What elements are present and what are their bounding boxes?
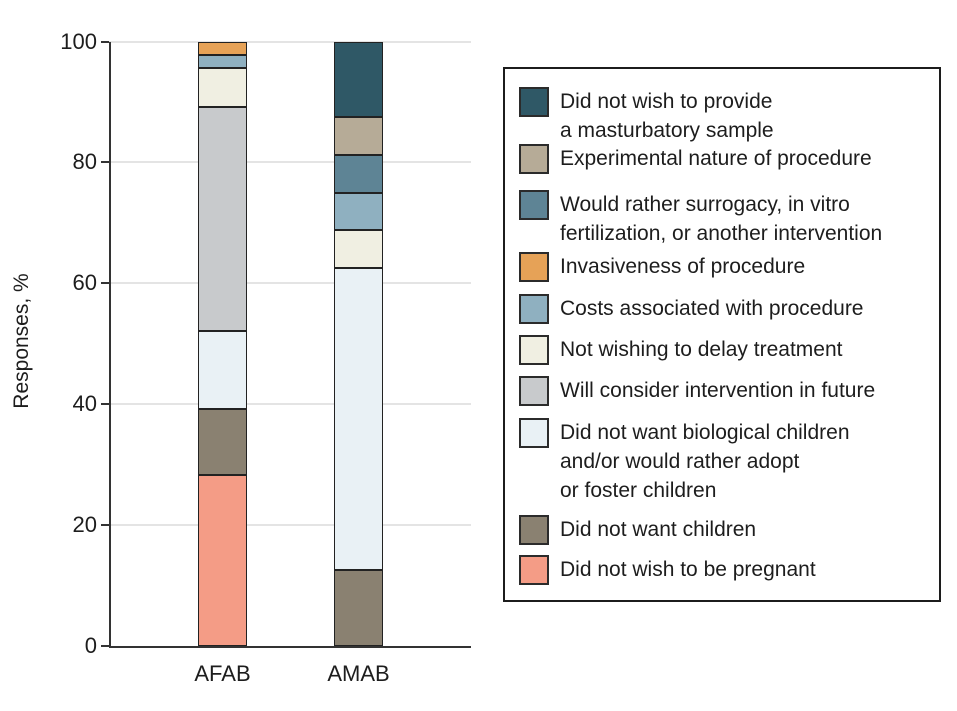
legend-label: Did not wish to provide a masturbatory sa… bbox=[560, 87, 774, 145]
bar-segment bbox=[198, 68, 247, 108]
legend-item: Will consider intervention in future bbox=[505, 376, 939, 406]
legend-color-swatch-icon bbox=[519, 335, 549, 365]
legend-color-swatch-icon bbox=[519, 376, 549, 406]
legend-label: Did not want biological children and/or w… bbox=[560, 418, 850, 505]
legend-item: Did not want children bbox=[505, 515, 939, 545]
y-tick-60 bbox=[101, 282, 109, 285]
legend-label-line: Not wishing to delay treatment bbox=[560, 338, 843, 361]
bar-segment bbox=[198, 409, 247, 476]
y-tick-label-40: 40 bbox=[72, 391, 97, 417]
y-tick-0 bbox=[101, 645, 109, 647]
legend-label-line: Invasiveness of procedure bbox=[560, 255, 806, 278]
bar-segment bbox=[334, 41, 383, 118]
legend-label-line: Costs associated with procedure bbox=[560, 297, 864, 320]
y-tick-100 bbox=[101, 40, 109, 43]
legend-label: Costs associated with procedure bbox=[560, 294, 864, 323]
gridline-100 bbox=[109, 40, 471, 43]
legend-label-line: and/or would rather adopt bbox=[560, 450, 800, 473]
legend-color-swatch-icon bbox=[519, 87, 549, 117]
legend-color-swatch-icon bbox=[519, 144, 549, 174]
y-tick-40 bbox=[101, 403, 109, 406]
y-tick-label-100: 100 bbox=[60, 28, 97, 54]
legend-color-swatch-icon bbox=[519, 515, 549, 545]
bar-segment bbox=[334, 192, 383, 231]
bar-segment bbox=[334, 570, 383, 646]
legend-item: Did not wish to be pregnant bbox=[505, 555, 939, 585]
bar-segment bbox=[198, 41, 247, 55]
bar-segment bbox=[198, 54, 247, 69]
y-axis-line bbox=[109, 41, 111, 648]
legend-label-line: Did not wish to provide bbox=[560, 90, 773, 113]
bar-segment bbox=[334, 154, 383, 193]
bar-segment bbox=[198, 330, 247, 410]
legend-item: Did not want biological children and/or w… bbox=[505, 418, 939, 505]
x-axis-line bbox=[109, 646, 471, 648]
gridline-20 bbox=[109, 524, 471, 527]
bar-segment bbox=[198, 475, 247, 646]
legend-color-swatch-icon bbox=[519, 418, 549, 448]
legend-label: Invasiveness of procedure bbox=[560, 252, 805, 281]
gridline-40 bbox=[109, 403, 471, 406]
gridline-60 bbox=[109, 282, 471, 285]
y-tick-label-80: 80 bbox=[72, 149, 97, 175]
legend-color-swatch-icon bbox=[519, 190, 549, 220]
legend-label-line: or foster children bbox=[560, 479, 717, 502]
legend-label: Did not want children bbox=[560, 515, 756, 544]
legend-item: Not wishing to delay treatment bbox=[505, 335, 939, 365]
legend-color-swatch-icon bbox=[519, 252, 549, 282]
legend-label-line: Did not want biological children bbox=[560, 421, 850, 444]
bar-segment bbox=[334, 268, 383, 571]
x-axis-label-afab: AFAB bbox=[194, 661, 251, 686]
bar-segment bbox=[334, 230, 383, 269]
legend-item: Experimental nature of procedure bbox=[505, 144, 939, 174]
legend-item: Would rather surrogacy, in vitro fertiliz… bbox=[505, 190, 939, 248]
y-tick-80 bbox=[101, 161, 109, 164]
bar-segment bbox=[334, 117, 383, 155]
legend-label-line: Would rather surrogacy, in vitro bbox=[560, 193, 850, 216]
legend-label-line: Did not want children bbox=[560, 518, 757, 541]
y-tick-label-20: 20 bbox=[72, 512, 97, 538]
legend-color-swatch-icon bbox=[519, 555, 549, 585]
x-axis-label-amab: AMAB bbox=[327, 661, 390, 686]
y-tick-20 bbox=[101, 524, 109, 527]
legend-label-line: a masturbatory sample bbox=[560, 119, 774, 142]
legend-label: Experimental nature of procedure bbox=[560, 144, 872, 173]
legend-label-line: Experimental nature of procedure bbox=[560, 147, 872, 170]
gridline-80 bbox=[109, 161, 471, 164]
legend-item: Invasiveness of procedure bbox=[505, 252, 939, 282]
legend-label: Would rather surrogacy, in vitro fertiliz… bbox=[560, 190, 882, 248]
y-tick-label-60: 60 bbox=[72, 270, 97, 296]
legend-label: Will consider intervention in future bbox=[560, 376, 875, 405]
y-tick-label-0: 0 bbox=[84, 633, 97, 658]
legend-item: Costs associated with procedure bbox=[505, 294, 939, 324]
legend-label: Not wishing to delay treatment bbox=[560, 335, 842, 364]
legend-color-swatch-icon bbox=[519, 294, 549, 324]
legend-label-line: fertilization, or another intervention bbox=[560, 222, 883, 245]
bar-segment bbox=[198, 107, 247, 331]
legend-label-line: Did not wish to be pregnant bbox=[560, 558, 816, 581]
legend-label-line: Will consider intervention in future bbox=[560, 379, 876, 402]
legend-item: Did not wish to provide a masturbatory sa… bbox=[505, 87, 939, 145]
legend-label: Did not wish to be pregnant bbox=[560, 555, 816, 584]
legend: Did not wish to provide a masturbatory sa… bbox=[503, 67, 941, 602]
